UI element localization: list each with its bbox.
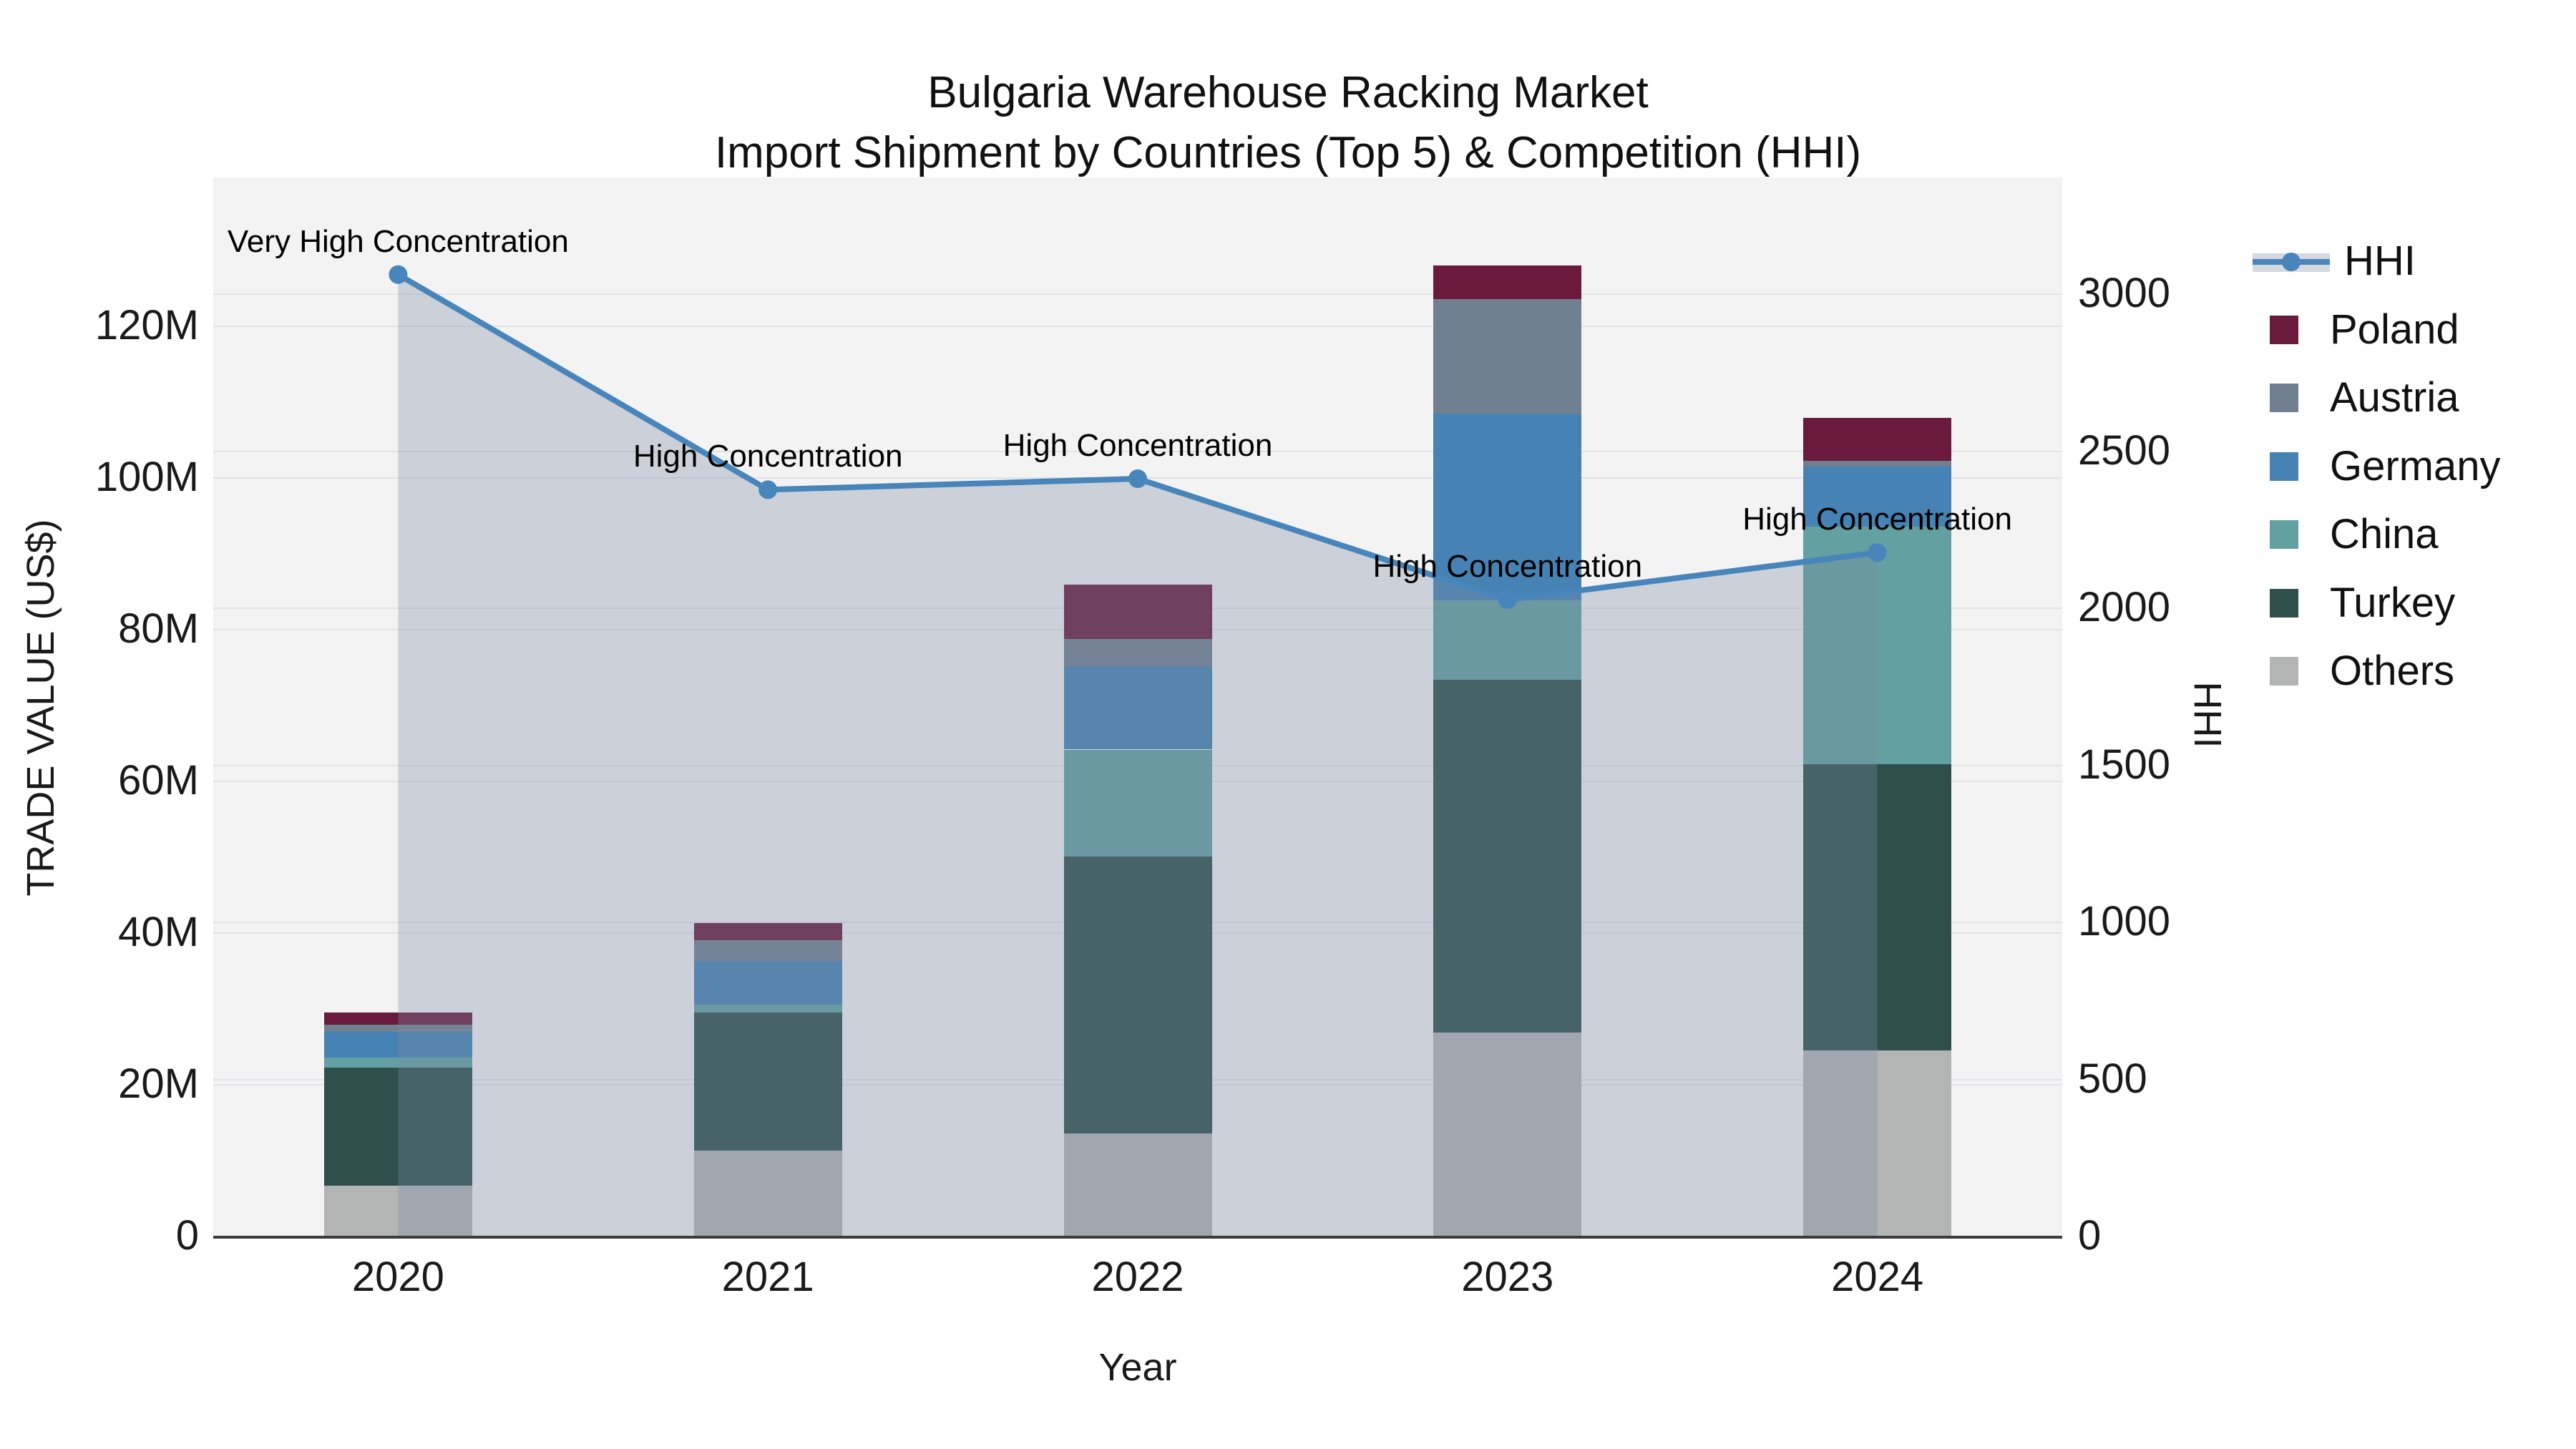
chart-title-line1: Bulgaria Warehouse Racking Market	[927, 68, 1649, 117]
annotation-2024: High Concentration	[1742, 502, 2012, 537]
gridline	[213, 293, 2062, 295]
bar-segment-turkey-2024[interactable]	[1803, 763, 1952, 1051]
bar-segment-others-2020[interactable]	[323, 1186, 472, 1236]
bar-segment-poland-2024[interactable]	[1803, 418, 1952, 461]
hhi-marker-2021[interactable]	[758, 480, 778, 499]
legend-label: Others	[2330, 648, 2455, 694]
x-axis-line	[213, 1236, 2062, 1239]
bar-segment-poland-2021[interactable]	[693, 923, 842, 940]
y-left-tick-label: 80M	[118, 605, 199, 652]
legend-swatch-poland-icon	[2270, 315, 2298, 344]
y-left-tick-label: 0	[175, 1212, 199, 1259]
bar-segment-turkey-2023[interactable]	[1433, 680, 1582, 1033]
bar-segment-china-2020[interactable]	[323, 1057, 472, 1068]
y-axis-right-title: HHI	[2186, 681, 2229, 748]
y-right-tick-label: 500	[2078, 1055, 2147, 1102]
annotation-2021: High Concentration	[633, 439, 903, 474]
bar-segment-others-2022[interactable]	[1063, 1133, 1212, 1236]
legend-label: HHI	[2344, 238, 2416, 284]
legend-label: Austria	[2330, 374, 2459, 421]
bar-segment-turkey-2020[interactable]	[323, 1067, 472, 1186]
hhi-marker-2022[interactable]	[1128, 469, 1147, 488]
bar-segment-germany-2023[interactable]	[1433, 414, 1582, 600]
x-tick-label-2022: 2022	[1091, 1254, 1184, 1300]
bar-segment-germany-2024[interactable]	[1803, 467, 1952, 527]
y-left-tick-label: 40M	[118, 909, 199, 955]
chart-title: Bulgaria Warehouse Racking Market Import…	[0, 63, 2576, 183]
hhi-marker-2020[interactable]	[389, 265, 408, 284]
legend-swatch-austria-icon	[2270, 384, 2298, 412]
legend-label: Turkey	[2330, 579, 2456, 626]
x-tick-label-2021: 2021	[721, 1254, 814, 1300]
x-tick-label-2023: 2023	[1461, 1254, 1554, 1300]
bar-segment-austria-2021[interactable]	[693, 940, 842, 962]
bar-segment-poland-2022[interactable]	[1063, 584, 1212, 639]
y-left-tick-label: 120M	[94, 302, 199, 348]
annotation-2020: Very High Concentration	[227, 223, 569, 259]
chart-title-line2: Import Shipment by Countries (Top 5) & C…	[714, 128, 1862, 177]
y-right-tick-label: 1500	[2078, 741, 2171, 788]
legend-item-turkey[interactable]: Turkey	[2270, 578, 2455, 628]
legend-swatch-turkey-icon	[2270, 588, 2298, 618]
legend-item-germany[interactable]: Germany	[2270, 441, 2501, 492]
bar-segment-others-2024[interactable]	[1803, 1050, 1952, 1236]
bar-segment-austria-2024[interactable]	[1803, 460, 1952, 467]
bar-segment-austria-2020[interactable]	[323, 1025, 472, 1032]
bar-segment-china-2023[interactable]	[1433, 600, 1582, 680]
legend-swatch-china-icon	[2270, 520, 2298, 549]
legend-label: China	[2330, 511, 2439, 557]
x-tick-label-2020: 2020	[351, 1254, 444, 1300]
y-right-tick-label: 2500	[2078, 426, 2171, 474]
hhi-legend-key-icon	[2253, 247, 2330, 275]
y-right-tick-label: 0	[2078, 1212, 2102, 1259]
hhi-area-fill	[398, 274, 1878, 1236]
x-axis-title: Year	[1098, 1346, 1177, 1389]
bar-segment-germany-2022[interactable]	[1063, 665, 1212, 750]
hhi-marker-2024[interactable]	[1868, 543, 1887, 562]
bar-segment-poland-2023[interactable]	[1433, 265, 1582, 299]
legend-label: Germany	[2330, 442, 2501, 489]
legend-swatch-germany-icon	[2270, 452, 2298, 481]
bar-segment-china-2022[interactable]	[1063, 749, 1212, 857]
bar-segment-turkey-2022[interactable]	[1063, 857, 1212, 1133]
legend-item-others[interactable]: Others	[2270, 646, 2454, 696]
legend-item-china[interactable]: China	[2270, 509, 2439, 560]
legend-item-poland[interactable]: Poland	[2270, 305, 2459, 355]
x-tick-label-2024: 2024	[1831, 1254, 1924, 1300]
y-right-tick-label: 2000	[2078, 584, 2171, 630]
legend-swatch-others-icon	[2270, 657, 2298, 686]
legend-item-hhi[interactable]: HHI	[2253, 236, 2416, 286]
legend-label: Poland	[2330, 306, 2459, 353]
gridline	[213, 451, 2062, 452]
annotation-2023: High Concentration	[1372, 549, 1643, 584]
y-left-tick-label: 60M	[118, 757, 199, 804]
bar-segment-turkey-2021[interactable]	[693, 1013, 842, 1151]
bar-segment-china-2024[interactable]	[1803, 526, 1952, 764]
bar-segment-austria-2022[interactable]	[1063, 638, 1212, 666]
legend-item-austria[interactable]: Austria	[2270, 373, 2459, 423]
y-axis-left-title: TRADE VALUE (US$)	[19, 519, 62, 897]
y-left-tick-label: 100M	[94, 454, 199, 500]
gridline	[213, 326, 2062, 327]
hhi-marker-2023[interactable]	[1498, 590, 1517, 609]
bar-segment-germany-2020[interactable]	[323, 1031, 472, 1058]
bar-segment-others-2023[interactable]	[1433, 1032, 1582, 1236]
bar-segment-poland-2020[interactable]	[323, 1013, 472, 1025]
annotation-2022: High Concentration	[1002, 428, 1273, 463]
bar-segment-austria-2023[interactable]	[1433, 298, 1582, 414]
y-left-tick-label: 20M	[118, 1060, 199, 1107]
bar-segment-china-2021[interactable]	[693, 1004, 842, 1013]
y-right-tick-label: 1000	[2078, 898, 2171, 945]
bar-segment-germany-2021[interactable]	[693, 961, 842, 1005]
bar-segment-others-2021[interactable]	[693, 1151, 842, 1236]
y-right-tick-label: 3000	[2078, 270, 2171, 316]
